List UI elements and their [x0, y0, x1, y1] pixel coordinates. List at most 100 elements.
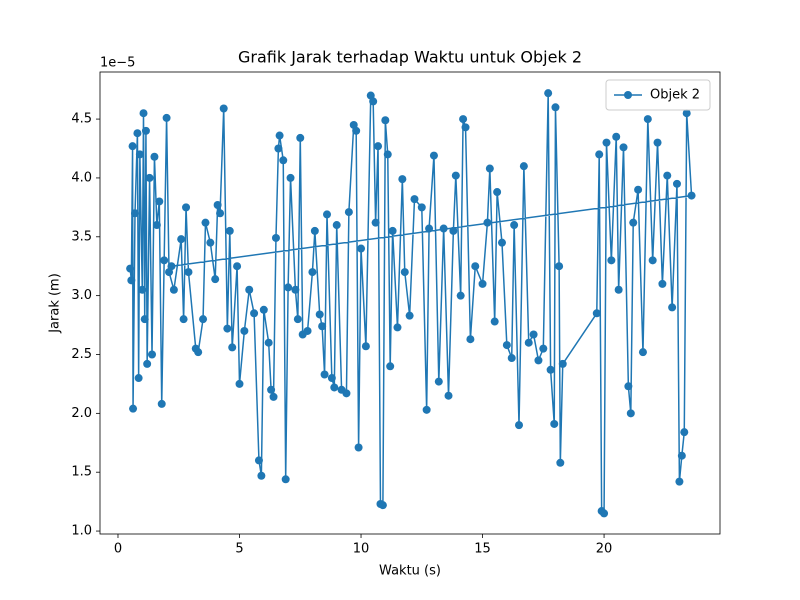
data-point	[439, 224, 448, 233]
y-tick-label: 1.5	[71, 465, 92, 480]
y-tick-label: 4.0	[71, 170, 92, 185]
data-point	[267, 385, 276, 394]
data-point	[275, 131, 284, 140]
legend-marker	[624, 91, 632, 99]
legend: Objek 2	[605, 79, 711, 111]
y-axis-label: Jarak (m)	[48, 273, 63, 334]
data-point	[201, 218, 210, 227]
data-point	[595, 150, 604, 159]
data-point	[216, 209, 225, 218]
data-point	[388, 226, 397, 235]
data-point	[456, 291, 465, 300]
data-point	[672, 179, 681, 188]
data-point	[451, 171, 460, 180]
data-point	[133, 129, 142, 138]
data-point	[461, 123, 470, 132]
data-point	[449, 226, 458, 235]
data-point	[555, 262, 564, 271]
data-point	[629, 218, 638, 227]
data-point	[235, 379, 244, 388]
data-point	[143, 359, 152, 368]
data-point	[308, 268, 317, 277]
plot-frame	[99, 71, 721, 535]
data-point	[614, 285, 623, 294]
data-point	[213, 201, 222, 210]
y-tick-label: 2.5	[71, 347, 92, 362]
data-point	[381, 116, 390, 125]
data-point	[332, 221, 341, 230]
data-point	[352, 126, 361, 135]
data-point	[225, 226, 234, 235]
data-point	[361, 342, 370, 351]
data-point	[259, 305, 268, 314]
data-point	[653, 138, 662, 147]
data-point	[602, 138, 611, 147]
data-point	[519, 162, 528, 171]
data-point	[155, 197, 164, 206]
data-point	[139, 109, 148, 118]
data-point	[592, 309, 601, 318]
data-point	[128, 142, 137, 151]
data-point	[182, 203, 191, 212]
data-point	[425, 224, 434, 233]
data-point	[269, 392, 278, 401]
y-tick-label: 3.0	[71, 288, 92, 303]
data-point	[371, 218, 380, 227]
data-point	[315, 310, 324, 319]
data-point	[417, 203, 426, 212]
data-point	[199, 315, 208, 324]
x-axis-label: Waktu (s)	[379, 564, 441, 579]
data-point	[177, 235, 186, 244]
data-point	[219, 104, 228, 113]
series	[126, 89, 696, 518]
data-point	[257, 471, 266, 480]
legend-box	[605, 79, 711, 111]
x-tick-label: 10	[353, 542, 370, 557]
data-point	[405, 311, 414, 320]
data-point	[619, 143, 628, 152]
data-point	[303, 326, 312, 335]
data-point	[286, 173, 295, 182]
data-point	[206, 238, 215, 247]
y-tick-label: 4.5	[71, 112, 92, 127]
data-point	[607, 256, 616, 265]
data-point	[507, 354, 516, 363]
data-point	[129, 404, 138, 413]
data-point	[211, 275, 220, 284]
legend-label: Objek 2	[650, 88, 700, 103]
x-tick-label: 0	[114, 542, 122, 557]
y-tick-label: 2.0	[71, 406, 92, 421]
data-point	[551, 103, 560, 112]
data-point	[624, 382, 633, 391]
data-point	[422, 405, 431, 414]
data-point	[264, 338, 273, 347]
data-point	[162, 113, 171, 122]
data-point	[228, 343, 237, 352]
data-point	[310, 226, 319, 235]
data-point	[558, 359, 567, 368]
data-point	[223, 324, 232, 333]
data-point	[680, 428, 689, 437]
data-point	[126, 264, 135, 273]
data-point	[687, 191, 696, 200]
data-point	[157, 399, 166, 408]
data-point	[529, 330, 538, 339]
data-point	[344, 208, 353, 217]
data-point	[327, 374, 336, 383]
data-point	[271, 233, 280, 242]
data-point	[296, 133, 305, 142]
data-point	[550, 419, 559, 428]
data-point	[145, 173, 154, 182]
data-point	[254, 456, 263, 465]
data-point	[233, 262, 242, 271]
data-point	[320, 370, 329, 379]
data-point	[398, 175, 407, 184]
data-point	[354, 443, 363, 452]
data-point	[279, 156, 288, 165]
x-tick-label: 15	[474, 542, 491, 557]
data-point	[150, 152, 159, 161]
data-point	[148, 350, 157, 359]
chart-title: Grafik Jarak terhadap Waktu untuk Objek …	[238, 48, 582, 67]
y-tick-label: 3.5	[71, 229, 92, 244]
